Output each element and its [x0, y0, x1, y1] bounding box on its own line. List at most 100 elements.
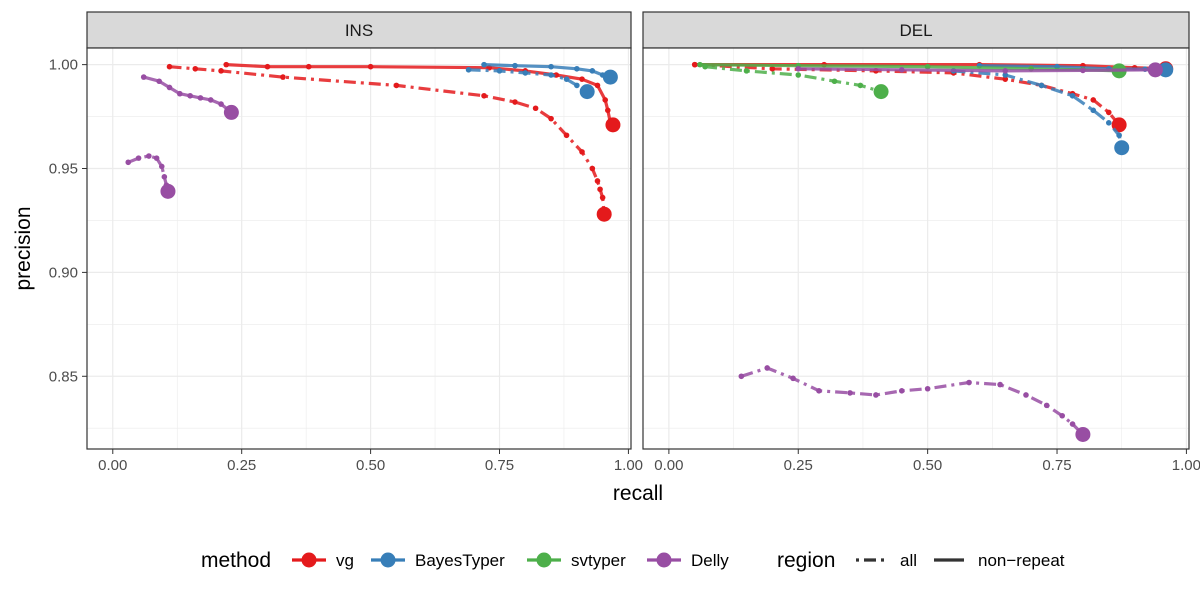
series-point [857, 82, 864, 89]
series-point [795, 72, 802, 78]
series-point [604, 107, 611, 114]
y-tick-label: 1.00 [49, 57, 78, 74]
series-point [597, 186, 603, 193]
series-point [177, 90, 183, 97]
series-point [602, 97, 609, 103]
series-point [280, 74, 286, 80]
plot-background [87, 48, 631, 449]
series-point [1090, 97, 1097, 103]
series-point [1090, 107, 1097, 114]
series-endpoint [596, 206, 612, 222]
series-point [1038, 82, 1045, 89]
strip-background [86, 11, 632, 49]
series-line-vg-all [169, 65, 606, 215]
series-point [769, 65, 776, 72]
series-point [1002, 76, 1009, 82]
series-point [594, 82, 601, 89]
x-tick-label: 0.25 [784, 457, 813, 474]
legend-label-vg: vg [336, 551, 354, 570]
series-endpoint [160, 183, 176, 199]
x-tick-label: 0.00 [654, 457, 683, 474]
series-endpoint [1158, 62, 1174, 78]
series-point [599, 194, 606, 201]
series-point [816, 388, 822, 394]
series-point [125, 159, 132, 166]
series-endpoint [602, 69, 618, 85]
series-point [574, 65, 580, 72]
series-point [465, 67, 472, 73]
x-tick-label: 0.50 [913, 457, 942, 474]
panel-border [642, 47, 1190, 450]
x-tick-label: 0.75 [1042, 457, 1071, 474]
legend-key-bayestyper [380, 552, 396, 568]
series-point [563, 132, 570, 139]
series-point [1105, 119, 1112, 126]
legend-key-vg [301, 552, 317, 568]
legend: method vg BayesTyper svtyper Delly region all n… [201, 549, 1065, 572]
series-point [512, 62, 518, 69]
panel-del: DEL 0.00 0.25 0.50 0.75 1.00 [642, 11, 1200, 474]
series-point [1105, 109, 1112, 116]
series-point [393, 82, 400, 89]
x-tick-label: 0.50 [356, 457, 385, 474]
legend-label-region: non−repeat [978, 551, 1065, 570]
series-point [924, 385, 931, 392]
series-point [153, 155, 160, 161]
legend-label-delly: Delly [691, 551, 729, 570]
legend-title-method: method [201, 549, 271, 572]
series-point [1069, 92, 1076, 99]
series-point [924, 63, 931, 70]
series-point [795, 65, 802, 72]
series-point [563, 76, 570, 82]
legend-label-svtyper: svtyper [571, 551, 626, 570]
x-tick-label: 0.25 [227, 457, 256, 474]
series-endpoint [873, 84, 889, 100]
series-point [305, 63, 312, 70]
strip-label: INS [345, 21, 373, 40]
series-point [702, 63, 708, 70]
x-axis-title: recall [613, 482, 663, 505]
series-point [966, 379, 972, 386]
series-point [1002, 68, 1009, 74]
series-point [218, 68, 224, 74]
series-endpoint [605, 117, 621, 133]
series-endpoint [1147, 62, 1163, 78]
series-point [512, 99, 518, 105]
strip-label: DEL [899, 21, 932, 40]
x-tick-label: 0.75 [485, 457, 514, 474]
series-endpoint [1075, 426, 1091, 442]
series-point [738, 373, 745, 380]
series-point [218, 101, 224, 107]
series-point [223, 61, 230, 68]
series-point [548, 115, 554, 122]
series-point [158, 163, 165, 170]
series-point [192, 65, 199, 72]
series-point [847, 390, 853, 396]
panel-border [86, 47, 632, 450]
series-line-svtyper-all [704, 65, 882, 94]
series-point [522, 70, 529, 76]
series-endpoint [223, 104, 239, 120]
series-point [831, 78, 838, 85]
series-point [589, 165, 596, 172]
series-point [187, 92, 193, 99]
series-point [481, 92, 487, 99]
strip-background [642, 11, 1190, 49]
series-point [481, 61, 487, 68]
series-endpoint [579, 84, 595, 100]
x-tick-label: 1.00 [614, 457, 643, 474]
series-point [589, 68, 596, 74]
series-point [367, 63, 374, 70]
y-tick-label: 0.85 [49, 368, 78, 385]
series-point [135, 155, 142, 161]
legend-label-region: all [900, 551, 917, 570]
series-point [579, 76, 585, 82]
series-point [548, 72, 554, 78]
legend-label-bayestyper: BayesTyper [415, 551, 505, 570]
series-point [873, 392, 879, 398]
y-tick-label: 0.90 [49, 264, 78, 281]
series-point [197, 95, 204, 101]
series-point [166, 84, 173, 91]
series-endpoint [1114, 140, 1130, 156]
series-point [140, 74, 147, 80]
